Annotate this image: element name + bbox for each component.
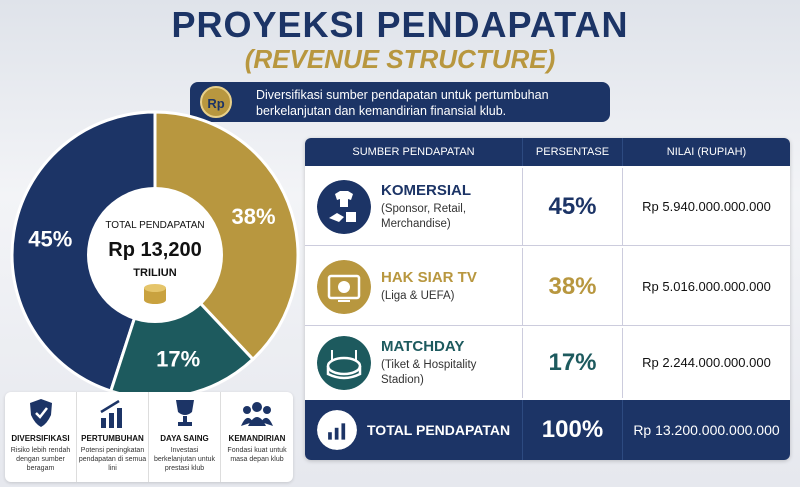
feature-desc: Risiko lebih rendah dengan sumber beraga… <box>10 447 71 472</box>
icon <box>317 259 371 314</box>
feature-desc: Investasi berkelanjutan untuk prestasi k… <box>153 447 216 472</box>
row: HAK SIAR TV (Liga & UEFA) 38% Rp 5.016.00… <box>305 247 790 326</box>
header: PERSENTASE <box>522 138 622 166</box>
row: MATCHDAY (Tiket & Hospitality Stadion) 17… <box>305 328 790 398</box>
coins-icon <box>144 284 166 304</box>
feature: DAYA SAING Investasi berkelanjutan untuk … <box>149 392 221 482</box>
pie-slice <box>10 110 157 393</box>
row-value: Rp 5.940.000.000.000 <box>622 167 790 246</box>
header-row: SUMBER PENDAPATAN PERSENTASE NILAI (RUPI… <box>305 138 790 166</box>
row-desc: (Tiket & Hospitality Stadion) <box>381 359 477 386</box>
total-value: Rp 13.200.000.000.000 <box>622 400 790 460</box>
row-pct: 17% <box>522 328 622 398</box>
row-name: HAK SIAR TV <box>381 269 477 286</box>
pie-slice <box>153 110 300 362</box>
feature-desc: Fondasi kuat untuk masa depan klub <box>227 447 287 463</box>
total-pct: 100% <box>522 400 622 460</box>
chart: TOTAL PENDAPATAN Rp 13,200 TRILIUN 45% 38… <box>10 110 300 400</box>
feature-title: KEMANDIRIAN <box>228 434 286 443</box>
row-name: KOMERSIAL <box>381 181 471 199</box>
slice-label: 38% <box>232 204 276 229</box>
total-row: TOTAL PENDAPATAN 100% Rp 13.200.000.000.… <box>305 400 790 460</box>
row-desc: (Liga & UEFA) <box>381 290 455 302</box>
row-pct: 38% <box>522 247 622 326</box>
feature: PERTUMBUHAN Potensi peningkatan pendapata… <box>77 392 149 482</box>
feature-title: DAYA SAING <box>160 434 209 443</box>
icon <box>176 400 194 426</box>
feature-title: DIVERSIFIKASI <box>11 434 70 443</box>
title: PROYEKSI PENDAPATAN <box>171 4 629 45</box>
feature: KEMANDIRIAN Fondasi kuat untuk masa depan… <box>221 392 293 482</box>
center-unit: TRILIUN <box>133 267 176 279</box>
center-disc <box>87 187 223 323</box>
icon <box>30 399 52 427</box>
row-value: Rp 2.244.000.000.000 <box>622 328 790 398</box>
feature: DIVERSIFIKASI Risiko lebih rendah dengan … <box>5 392 77 482</box>
row-value: Rp 5.016.000.000.000 <box>622 247 790 326</box>
header: SUMBER PENDAPATAN <box>352 146 475 158</box>
slice-label: 17% <box>156 346 200 371</box>
feature-title: PERTUMBUHAN <box>81 434 144 443</box>
feature-desc: Potensi peningkatan pendapatan di semua … <box>78 447 147 472</box>
icon <box>317 179 371 234</box>
icon <box>241 402 273 426</box>
row-desc: (Sponsor, Retail, Merchandise) <box>381 202 467 230</box>
badge: Rp <box>200 86 232 118</box>
subtitle: (REVENUE STRUCTURE) <box>244 44 556 74</box>
header: NILAI (RUPIAH) <box>622 138 790 166</box>
icon <box>317 410 357 450</box>
center-label: TOTAL PENDAPATAN <box>105 220 204 231</box>
icon <box>317 336 371 390</box>
row-pct: 45% <box>522 167 622 246</box>
row: KOMERSIAL (Sponsor, Retail, Merchandise) … <box>305 167 790 246</box>
intro: Diversifikasi sumber pendapatan untuk pe… <box>190 82 610 122</box>
revenue-table: SUMBER PENDAPATAN PERSENTASE NILAI (RUPI… <box>305 138 790 460</box>
center-value: Rp 13,200 <box>108 239 201 261</box>
slice-label: 45% <box>28 226 72 251</box>
total-name: TOTAL PENDAPATAN <box>367 422 511 438</box>
icon <box>100 400 122 428</box>
row-name: MATCHDAY <box>381 338 465 355</box>
features: DIVERSIFIKASI Risiko lebih rendah dengan … <box>5 392 293 482</box>
